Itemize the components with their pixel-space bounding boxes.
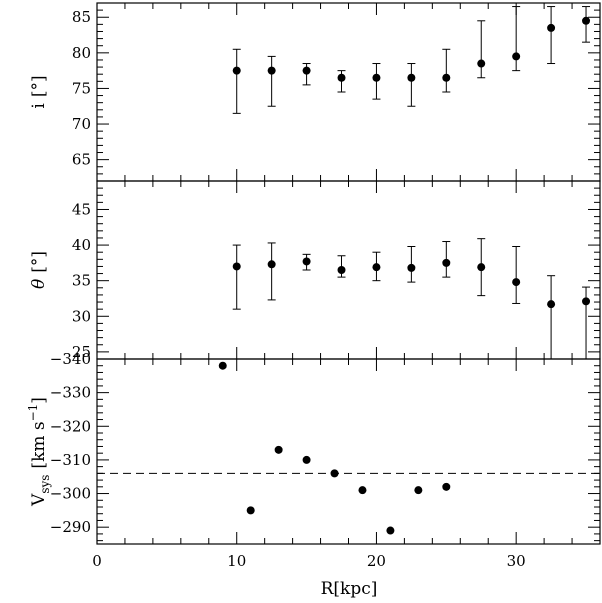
y-axis-label-main: i — [29, 103, 49, 109]
x-tick-label: 20 — [367, 552, 386, 570]
data-layer — [232, 238, 591, 359]
y-axis-label: Vsys [km s−1] — [26, 397, 52, 507]
y-axis-label-unit: [km s — [29, 421, 49, 468]
panel-systemic-velocity: −290 −300 −310 −320 −330 −340 0 10 20 30 Vsys [km s… — [26, 350, 601, 570]
y-tick-label: −300 — [50, 485, 91, 503]
data-point — [218, 361, 227, 370]
data-point — [442, 73, 451, 82]
data-point — [477, 59, 486, 68]
data-point — [414, 486, 423, 495]
y-axis-label: i [°] — [29, 75, 49, 108]
y-axis-label-unit: [°] — [29, 75, 49, 97]
y-tick-label: −330 — [50, 384, 91, 402]
y-axis-label-sub: sys — [38, 475, 52, 494]
y-tick-label: 85 — [72, 8, 91, 26]
data-point — [582, 297, 591, 306]
y-tick-label: −320 — [50, 417, 91, 435]
y-tick-label: 25 — [72, 343, 91, 361]
data-point — [372, 73, 381, 82]
y-axis-label-unit: [°] — [29, 251, 49, 273]
data-point — [330, 469, 339, 478]
panel-frame — [96, 358, 601, 545]
y-axis-label-main: θ — [29, 279, 49, 289]
panel-position-angle: 25 30 35 40 45 θ [°] — [29, 180, 601, 361]
data-layer — [218, 361, 451, 535]
data-point — [372, 263, 381, 272]
panels: 65 70 75 80 85 i [°] 25 30 35 40 45 θ [°] −290 −300 −310… — [26, 2, 601, 570]
y-tick-label: 30 — [72, 307, 91, 325]
y-tick-label: −290 — [50, 518, 91, 536]
panel-frame — [96, 180, 601, 360]
data-point — [267, 260, 276, 269]
x-tick-label: 0 — [92, 552, 102, 570]
data-point — [358, 486, 367, 495]
data-point — [512, 278, 521, 287]
y-tick-label: 45 — [72, 200, 91, 218]
data-point — [274, 445, 283, 454]
y-tick-label: 75 — [72, 79, 91, 97]
data-point — [337, 73, 346, 82]
data-layer — [232, 6, 591, 114]
data-point — [232, 66, 241, 75]
data-point — [442, 258, 451, 267]
y-tick-label: 40 — [72, 236, 91, 254]
data-point — [302, 257, 311, 266]
y-tick-label: 35 — [72, 272, 91, 290]
panel-frame — [96, 2, 601, 182]
y-tick-label: −310 — [50, 451, 91, 469]
y-axis-label-exp: −1 — [26, 404, 40, 422]
data-point — [407, 73, 416, 82]
x-axis-label: R[kpc] — [321, 579, 378, 599]
x-tick-label: 10 — [227, 552, 246, 570]
data-point — [442, 482, 451, 491]
data-point — [582, 16, 591, 25]
y-axis-label: θ [°] — [29, 251, 49, 289]
panel-inclination: 65 70 75 80 85 i [°] — [29, 2, 601, 182]
data-point — [267, 66, 276, 75]
y-axis-label-close: ] — [29, 397, 49, 404]
data-point — [232, 262, 241, 271]
data-point — [337, 266, 346, 274]
data-point — [302, 455, 311, 464]
data-point — [246, 506, 255, 515]
y-tick-label: −340 — [50, 350, 91, 368]
data-point — [386, 526, 395, 535]
data-point — [302, 66, 311, 75]
data-point — [547, 300, 556, 309]
y-tick-label: 65 — [72, 151, 91, 169]
data-point — [547, 23, 556, 32]
data-point — [477, 263, 486, 272]
y-tick-label: 70 — [72, 115, 91, 133]
x-tick-label: 30 — [507, 552, 526, 570]
y-axis-label-main: V — [29, 493, 49, 507]
data-point — [407, 263, 416, 272]
y-tick-label: 80 — [72, 44, 91, 62]
data-point — [512, 52, 521, 61]
